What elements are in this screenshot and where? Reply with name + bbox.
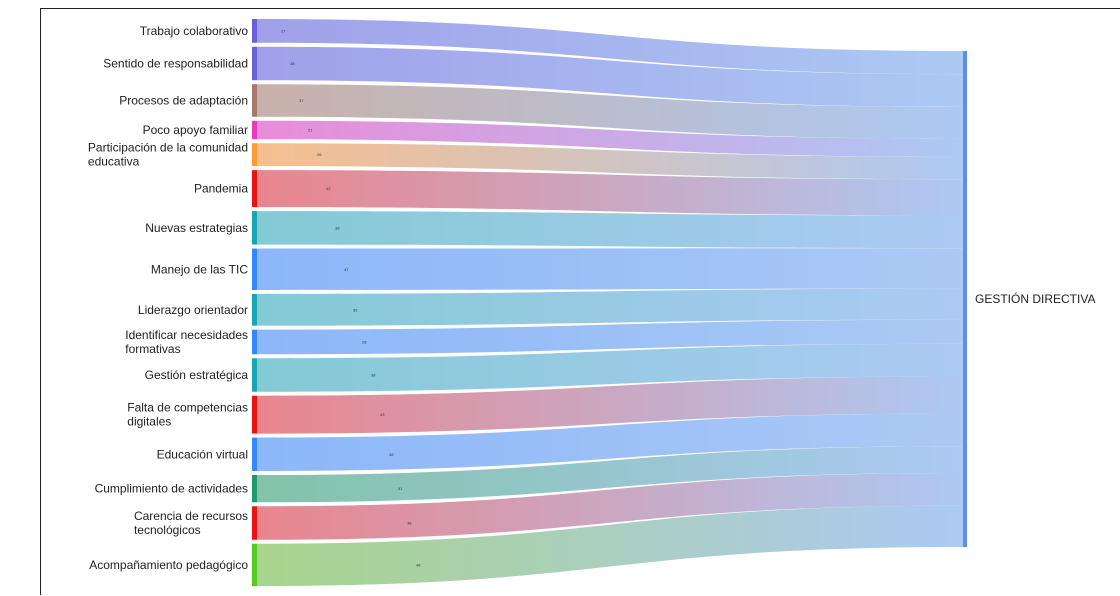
source-label: Participación de la comunidad educativa: [88, 141, 248, 169]
sankey-link: [257, 376, 963, 434]
source-label: Nuevas estrategias: [145, 221, 248, 235]
source-node: [252, 358, 257, 392]
source-label: Identificar necesidades formativas: [125, 328, 248, 356]
sankey-link: [257, 143, 963, 180]
source-node: [252, 475, 257, 503]
value-label: 38: [371, 372, 376, 377]
source-label: Acompañamiento pedagógico: [89, 558, 248, 572]
source-label: Procesos de adaptación: [119, 93, 248, 107]
value-label: 38: [335, 225, 340, 230]
sankey-link: [257, 19, 963, 75]
sankey-link: [257, 343, 963, 392]
value-label: 38: [389, 452, 394, 457]
source-label: Falta de competencias digitales: [127, 401, 248, 429]
value-label: 21: [308, 128, 313, 133]
source-label: Manejo de las TIC: [151, 262, 248, 276]
source-label: Cumplimiento de actividades: [95, 482, 248, 496]
value-label: 43: [380, 412, 385, 417]
sankey-link: [257, 170, 963, 216]
source-node: [252, 329, 257, 355]
source-node: [252, 120, 257, 140]
value-label: 36: [353, 307, 358, 312]
source-node: [252, 543, 257, 586]
source-label: Pandemia: [194, 182, 248, 196]
source-label: Sentido de responsabilidad: [103, 56, 248, 70]
source-label: Carencia de recursos tecnológicos: [134, 509, 248, 537]
source-node: [252, 143, 257, 167]
sankey-labels: 27 Trabajo colaborativo 38 Sentido de respo…: [88, 24, 1096, 572]
value-label: 31: [398, 486, 403, 491]
sankey-link: [257, 505, 963, 586]
source-node: [252, 46, 257, 81]
source-node: [252, 506, 257, 540]
source-node: [252, 170, 257, 208]
value-label: 48: [416, 562, 421, 567]
sankey-link: [257, 211, 963, 249]
source-label: Gestión estratégica: [145, 368, 249, 382]
target-label: GESTIÓN DIRECTIVA: [975, 291, 1095, 306]
source-node: [252, 19, 257, 43]
sankey-link: [257, 472, 963, 540]
sankey-link: [257, 413, 963, 472]
value-label: 38: [290, 61, 295, 66]
source-label: Poco apoyo familiar: [143, 123, 248, 137]
sankey-links: [257, 19, 963, 586]
source-node: [252, 248, 257, 290]
sankey-link: [257, 84, 963, 139]
sankey-nodes: [252, 19, 967, 586]
sankey-link: [257, 319, 963, 355]
sankey-link: [257, 446, 963, 503]
chart-frame: 27 Trabajo colaborativo 38 Sentido de respo…: [40, 8, 1120, 595]
value-label: 27: [281, 28, 286, 33]
value-label: 38: [407, 521, 412, 526]
sankey-link: [257, 288, 963, 326]
source-label: Educación virtual: [157, 447, 248, 461]
source-node: [252, 211, 257, 245]
sankey-link: [257, 248, 963, 290]
target-node: [963, 51, 967, 547]
source-label: Liderazgo orientador: [138, 303, 248, 317]
source-node: [252, 84, 257, 117]
sankey-link: [257, 120, 963, 157]
sankey-chart: 27 Trabajo colaborativo 38 Sentido de respo…: [88, 19, 1096, 586]
sankey-link: [257, 46, 963, 107]
value-label: 42: [326, 186, 331, 191]
source-node: [252, 437, 257, 472]
value-label: 37: [299, 98, 304, 103]
value-label: 26: [317, 152, 322, 157]
source-node: [252, 293, 257, 326]
value-label: 28: [362, 339, 367, 344]
source-node: [252, 395, 257, 434]
value-label: 47: [344, 267, 349, 272]
source-label: Trabajo colaborativo: [140, 24, 249, 38]
